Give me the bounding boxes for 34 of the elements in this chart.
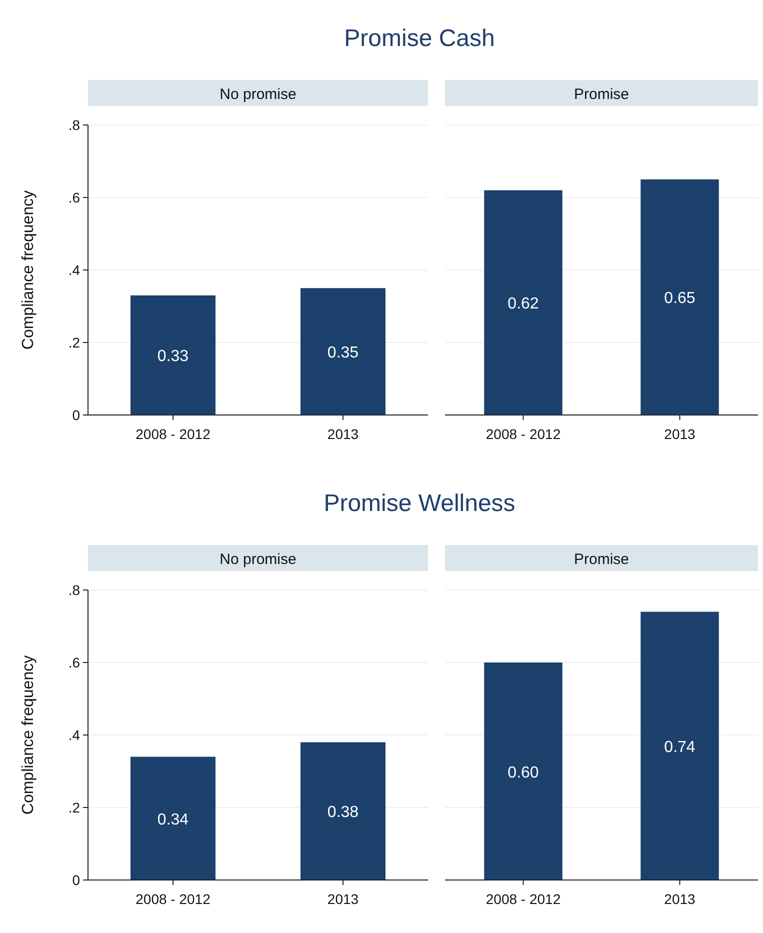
x-tick-label: 2008 - 2012: [486, 426, 561, 442]
text: Promise Cash: [344, 25, 495, 52]
y-tick-label: .2: [68, 800, 80, 816]
x-tick-label: 2013: [664, 891, 696, 907]
x-tick-label: 2008 - 2012: [136, 891, 211, 907]
x-tick-label: 2013: [327, 426, 359, 442]
data-label: 0.35: [327, 344, 359, 362]
y-axis-title: Compliance frequency: [20, 190, 37, 350]
y-tick-label: .8: [68, 582, 80, 598]
data-label: 0.33: [157, 348, 189, 366]
chart-title: No promise: [220, 551, 296, 568]
chart-title: Promise: [574, 551, 630, 568]
y-tick-label: .8: [68, 117, 80, 133]
x-tick-label: 2013: [327, 891, 359, 907]
y-tick-label: .2: [68, 334, 80, 350]
data-label: 0.38: [327, 804, 359, 822]
y-tick-label: .6: [68, 654, 80, 670]
y-tick-label: 0: [72, 407, 80, 423]
y-tick-label: .4: [68, 262, 80, 278]
data-label: 0.34: [157, 811, 189, 828]
y-tick-label: 0: [72, 872, 80, 888]
y-axis-title: Compliance frequency: [20, 655, 37, 815]
x-tick-label: 2008 - 2012: [486, 891, 561, 907]
data-label: 0.74: [664, 738, 696, 756]
x-tick-label: 2008 - 2012: [136, 426, 211, 442]
data-label: 0.60: [508, 764, 539, 782]
y-tick-label: .4: [68, 727, 80, 743]
chart-title: Promise: [574, 86, 630, 103]
data-label: 0.65: [664, 290, 696, 308]
data-label: 0.62: [508, 296, 539, 313]
y-tick-label: .6: [68, 190, 80, 206]
text: Promise Wellness: [324, 490, 516, 517]
x-tick-label: 2013: [664, 426, 696, 442]
chart-title: No promise: [220, 86, 296, 103]
